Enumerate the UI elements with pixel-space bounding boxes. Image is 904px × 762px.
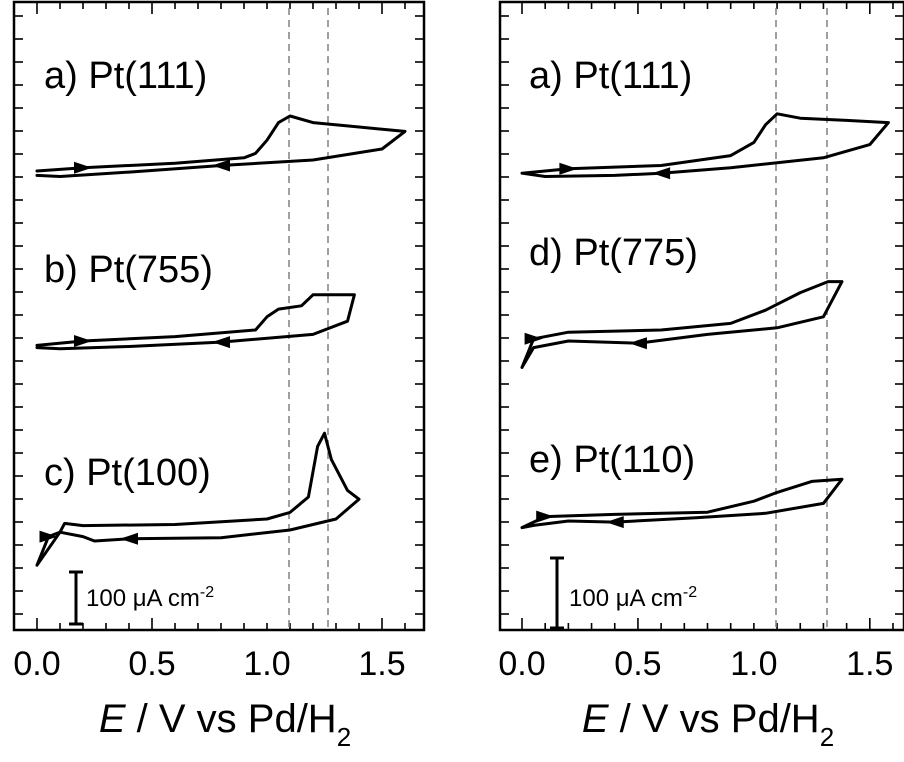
sweep-arrow (605, 516, 624, 529)
x-tick-label: 0.5 (614, 645, 661, 683)
cv-curve-b-pt-755- (35, 293, 356, 351)
sweep-arrow (74, 335, 92, 347)
scale-bar-exp: -2 (683, 584, 697, 601)
scale-bar-value: 100 (569, 585, 616, 612)
plot-frame (498, 0, 904, 632)
x-tick-label: 0.0 (13, 645, 60, 683)
sweep-arrow (652, 167, 671, 180)
x-axis-label-var: E (582, 697, 610, 741)
sweep-arrow (120, 532, 138, 545)
sweep-arrow (39, 530, 58, 543)
x-tick-label: 0.0 (498, 645, 545, 683)
x-tick-label: 1.0 (243, 645, 290, 683)
x-tick-label: 1.5 (358, 645, 405, 683)
sweep-arrow (628, 337, 647, 350)
scale-bar-unit: μA cm (616, 585, 683, 612)
x-axis-label-unit: / V vs Pd/H (126, 697, 337, 741)
series-label: b) Pt(755) (44, 249, 213, 291)
panel-2: 0.0 0.5 1.0 1.5 E / V vs Pd/H2 a) Pt(111) d) P… (498, 0, 904, 752)
sweep-arrow (212, 159, 230, 172)
scale-bar-label: 100 μA cm-2 (86, 584, 214, 612)
cv-curve-a-pt-111- (35, 114, 407, 178)
sweep-arrow (212, 336, 230, 349)
x-tick-label: 1.5 (846, 645, 893, 683)
x-axis-label: E / V vs Pd/H2 (99, 697, 351, 752)
x-axis-label: E / V vs Pd/H2 (582, 697, 834, 752)
panel-1: 0.0 0.5 1.0 1.5E / V vs Pd/H2a) Pt(111)b) P… (12, 0, 426, 752)
series-label: a) Pt(111) (44, 55, 207, 97)
x-axis-label-sub: 2 (820, 722, 834, 752)
x-axis-label-var: E (99, 697, 127, 741)
x-tick-label: 1.0 (730, 645, 777, 683)
sweep-arrow (524, 332, 543, 345)
sweep-arrow (536, 510, 555, 523)
cv-curve-e-pt-110- (520, 477, 844, 530)
x-axis-label-sub: 2 (337, 722, 351, 752)
cv-curve-c-pt-100- (35, 431, 361, 567)
scale-bar-exp: -2 (200, 584, 214, 601)
series-label: d) Pt(775) (529, 232, 698, 274)
series-label: a) Pt(111) (529, 55, 692, 97)
plot-frame (12, 0, 426, 632)
cv-curve-d-pt-775- (520, 280, 844, 369)
scale-bar-unit: μA cm (133, 585, 200, 612)
x-tick-label: 0.5 (128, 645, 175, 683)
scale-bar-label: 100 μA cm-2 (569, 584, 697, 612)
series-label: e) Pt(110) (529, 439, 695, 481)
series-label: c) Pt(100) (44, 452, 211, 494)
sweep-arrow (74, 161, 92, 174)
sweep-arrow (559, 162, 578, 175)
scale-bar-value: 100 (86, 585, 133, 612)
x-axis-label-unit: / V vs Pd/H (609, 697, 820, 741)
cv-curve-a-pt-111- (520, 112, 890, 178)
